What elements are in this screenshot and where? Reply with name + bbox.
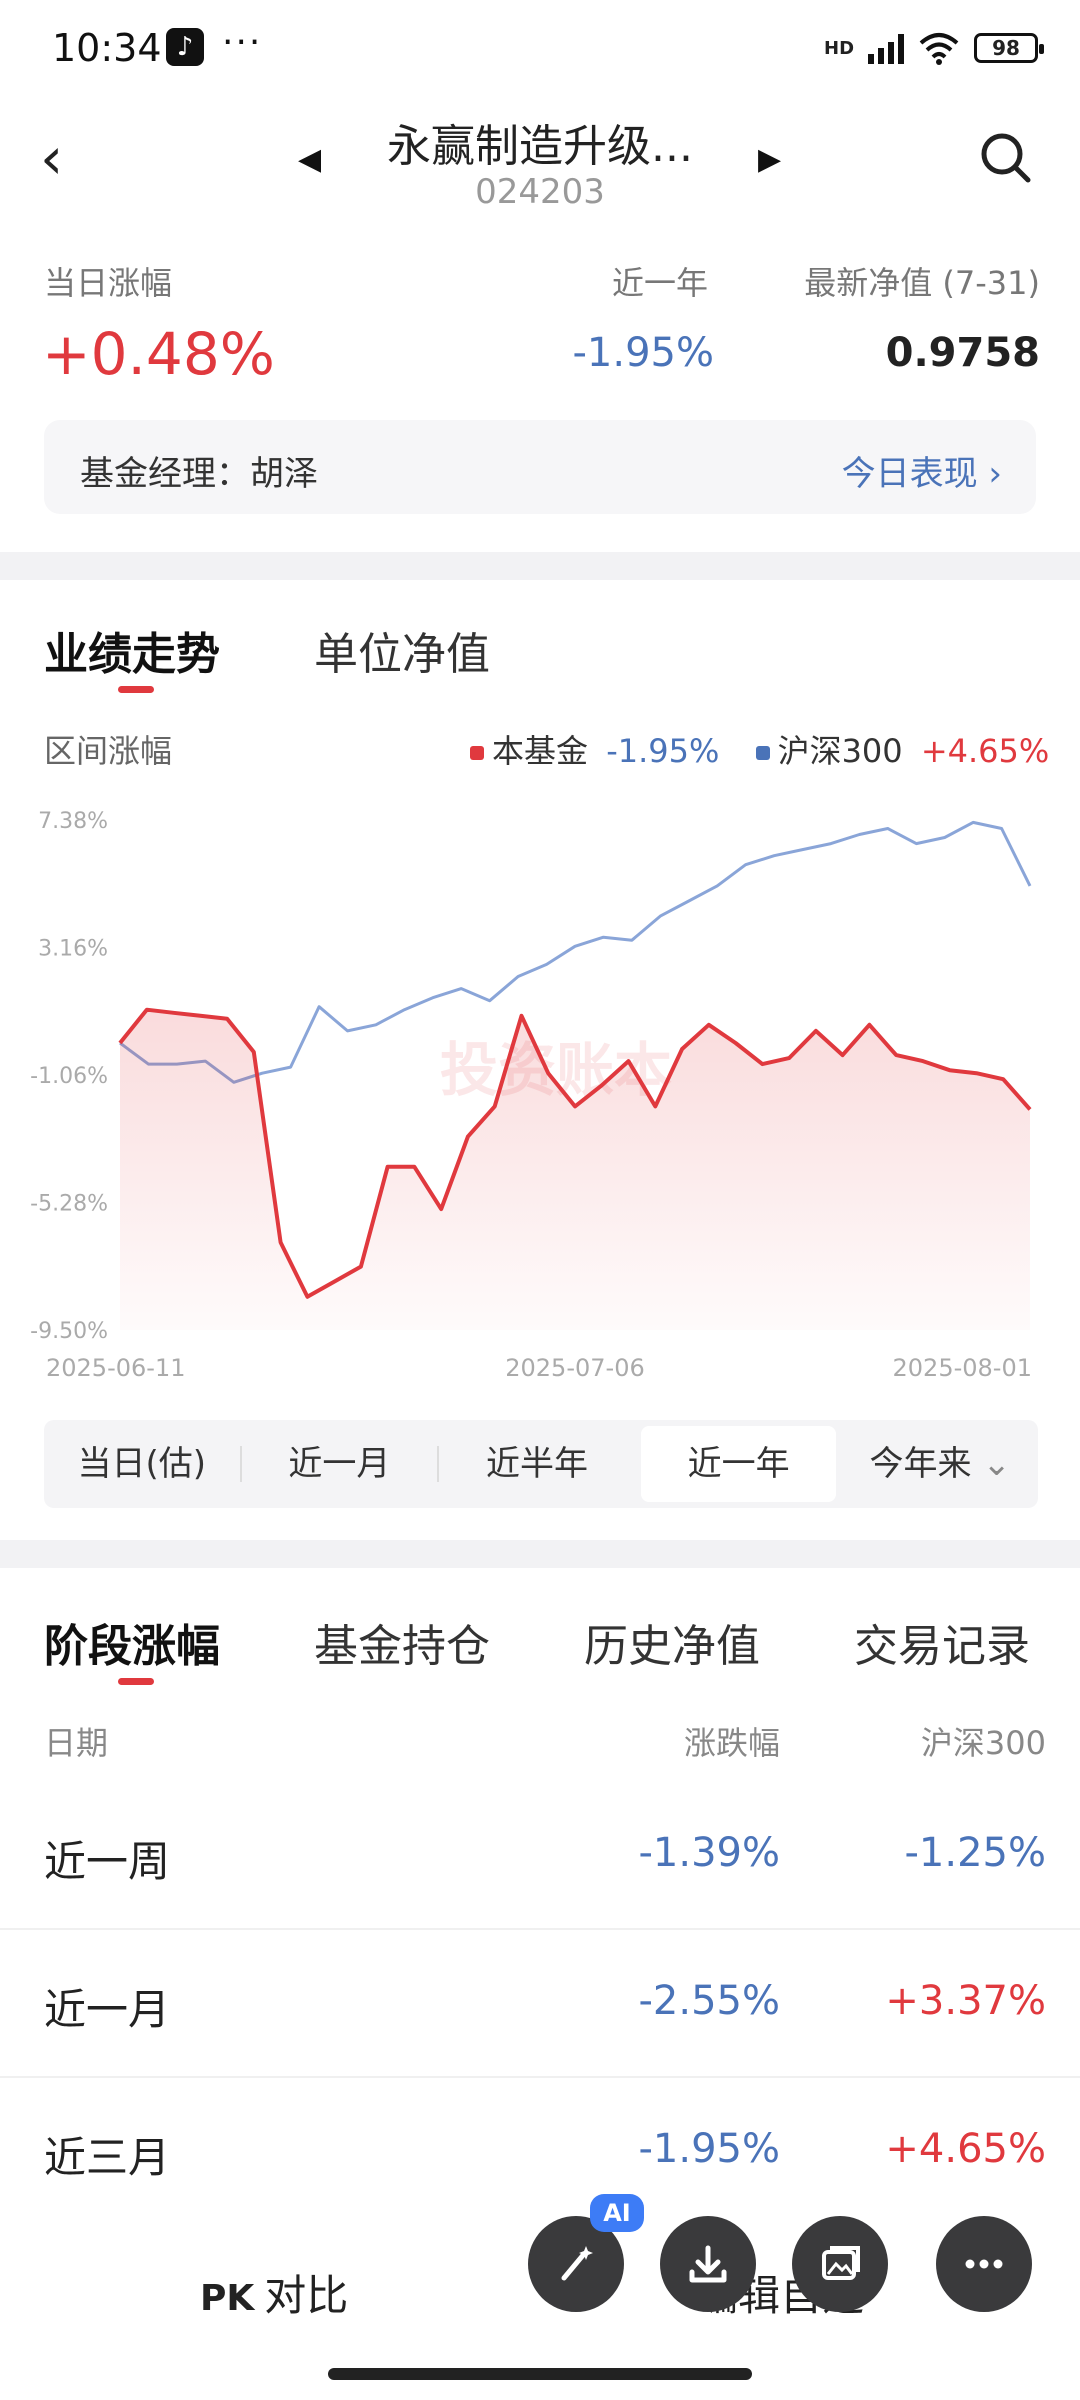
fund-name: 永赢制造升级... <box>387 121 693 172</box>
more-notifications-icon: ··· <box>222 22 263 63</box>
screenshot-button[interactable] <box>792 2216 888 2312</box>
fund-legend-swatch <box>470 746 484 760</box>
x-tick-label: 2025-08-01 <box>893 1354 1032 1382</box>
fund-legend-value: -1.95% <box>606 732 720 770</box>
fund-legend-name: 本基金 <box>492 732 589 770</box>
tab-unit-nav[interactable]: 单位净值 <box>314 629 490 680</box>
index-series-line <box>119 820 1032 1084</box>
table-row: 近一周 -1.39% -1.25% <box>0 1782 1080 1930</box>
magic-wand-icon <box>561 2246 593 2281</box>
index-legend-name: 沪深300 <box>777 732 903 770</box>
fund-area-fill <box>120 1009 1030 1330</box>
next-fund-icon[interactable]: ▶ <box>758 142 782 177</box>
index-legend-swatch <box>755 746 770 760</box>
manager-name: 基金经理：胡泽 <box>80 454 318 494</box>
tab-holdings[interactable]: 基金持仓 <box>314 1621 490 1672</box>
index-legend-value: +4.65% <box>920 732 1050 770</box>
row-hs300: +4.65% <box>885 2126 1046 2172</box>
ai-badge: AI <box>590 2194 644 2232</box>
prev-fund-icon[interactable]: ◀ <box>298 142 322 177</box>
period-btn-4[interactable]: 今年来 ⌄ <box>842 1426 1038 1502</box>
fund-series-line <box>118 1007 1032 1299</box>
tab-history-nav[interactable]: 历史净值 <box>584 1621 760 1672</box>
section-divider <box>0 1540 1080 1568</box>
daily-change-value: +0.48% <box>42 320 275 388</box>
period-btn-1[interactable]: 近一月 <box>288 1444 391 1484</box>
chevron-down-icon: ⌄ <box>971 1444 1011 1484</box>
period-label: 今年来 <box>869 1444 972 1484</box>
latest-nav-value: 0.9758 <box>885 330 1040 376</box>
period-btn-3[interactable]: 近一年 <box>640 1426 837 1502</box>
ai-assistant-button[interactable] <box>528 2216 624 2312</box>
latest-nav-label: 最新净值 (7-31) <box>804 264 1040 302</box>
section-divider <box>0 552 1080 580</box>
col-header-hs300: 沪深300 <box>920 1724 1046 1762</box>
search-icon[interactable] <box>978 130 1034 186</box>
back-icon[interactable]: ‹ <box>40 124 64 192</box>
period-separator <box>437 1446 440 1482</box>
performance-chart[interactable]: 7.38% 3.16% -1.06% -5.28% -9.50% 2025-06-11 2… <box>0 790 1080 1390</box>
row-change: -1.95% <box>638 2126 780 2172</box>
year-change-value: -1.95% <box>572 330 714 376</box>
year-change-label: 近一年 <box>612 264 709 302</box>
tab-stage-change[interactable]: 阶段涨幅 <box>44 1621 220 1672</box>
active-tab-indicator <box>118 686 154 693</box>
x-tick-label: 2025-07-06 <box>505 1354 644 1382</box>
more-icon <box>965 2259 1003 2269</box>
row-change: -2.55% <box>638 1978 780 2024</box>
row-change: -1.39% <box>638 1830 780 1876</box>
tab-trade-records[interactable]: 交易记录 <box>854 1621 1030 1672</box>
pk-icon: PK <box>200 2278 255 2319</box>
compare-label: 对比 <box>264 2271 349 2320</box>
table-row: 近三月 -1.95% +4.65% <box>0 2078 1080 2226</box>
y-tick-label: 3.16% <box>38 937 108 962</box>
y-tick-label: -1.06% <box>30 1064 108 1089</box>
daily-change-label: 当日涨幅 <box>44 264 173 302</box>
signal-icon <box>868 32 905 64</box>
status-bar: 10:34 ♪ ··· HD 98 <box>0 0 1080 100</box>
period-btn-0[interactable]: 当日(估) <box>77 1444 207 1484</box>
home-indicator <box>328 2368 752 2380</box>
row-hs300: -1.25% <box>904 1830 1046 1876</box>
chart-legend: 本基金 -1.95% 沪深300 +4.65% <box>470 726 1049 772</box>
row-label: 近一月 <box>44 1985 171 2034</box>
y-tick-label: 7.38% <box>38 809 108 834</box>
x-tick-label: 2025-06-11 <box>46 1354 185 1382</box>
row-hs300: +3.37% <box>885 1978 1046 2024</box>
download-button[interactable] <box>660 2216 756 2312</box>
tiktok-icon: ♪ <box>166 28 204 66</box>
y-tick-label: -9.50% <box>30 1319 108 1344</box>
tab-performance[interactable]: 业绩走势 <box>44 629 220 680</box>
row-label: 近一周 <box>44 1837 171 1886</box>
col-header-change: 涨跌幅 <box>683 1724 780 1762</box>
network-label: HD <box>824 37 855 59</box>
active-tab-indicator <box>118 1678 154 1685</box>
manager-card[interactable]: 基金经理：胡泽 今日表现 › <box>44 420 1036 514</box>
compare-button[interactable]: PK 对比 <box>200 2262 348 2323</box>
today-performance-link[interactable]: 今日表现 › <box>841 454 1002 494</box>
battery-icon: 98 <box>974 33 1045 63</box>
row-label: 近三月 <box>44 2133 171 2182</box>
period-btn-2[interactable]: 近半年 <box>485 1444 588 1484</box>
more-button[interactable] <box>936 2216 1032 2312</box>
y-tick-label: -5.28% <box>30 1192 108 1217</box>
fund-code: 024203 <box>475 172 605 212</box>
period-selector: 当日(估) 近一月 近半年 近一年 今年来 ⌄ <box>44 1420 1038 1508</box>
status-time: 10:34 <box>52 26 162 70</box>
status-icons: HD 98 <box>824 28 1045 68</box>
range-change-label: 区间涨幅 <box>44 732 173 770</box>
period-separator <box>239 1446 242 1482</box>
image-icon <box>822 2246 860 2280</box>
wifi-icon <box>919 33 959 65</box>
download-icon <box>689 2245 727 2283</box>
table-row: 近一月 -2.55% +3.37% <box>0 1930 1080 2078</box>
col-header-date: 日期 <box>44 1724 109 1762</box>
